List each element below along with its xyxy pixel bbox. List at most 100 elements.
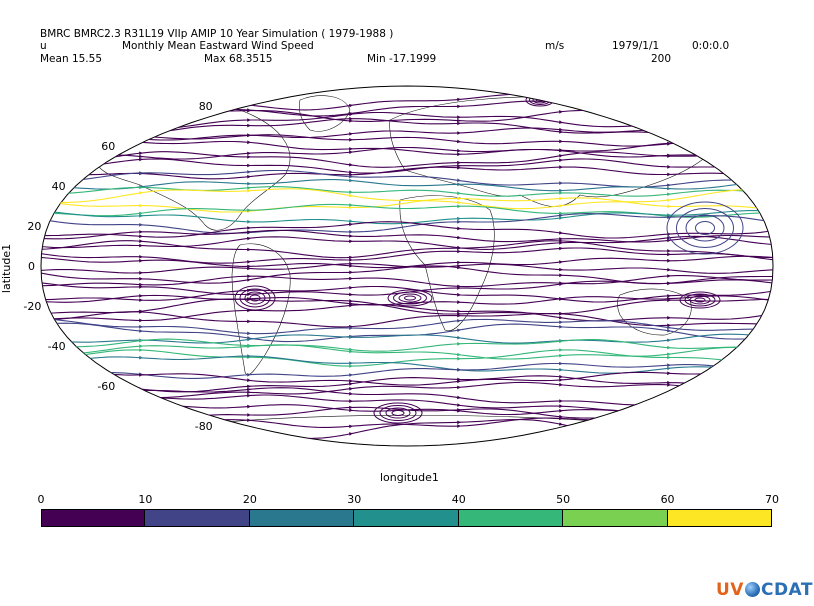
streamline [41,166,773,180]
streamline-arrow [559,320,563,325]
streamline-arrow [247,230,251,234]
streamline-arrow [667,401,671,406]
streamline [41,275,773,288]
colorbar-segment [354,509,459,527]
streamline-arrow [139,151,143,156]
streamline [41,158,773,174]
streamline-arrow [349,150,353,155]
streamline-arrow [559,367,563,372]
streamline-arrow [457,200,461,205]
streamline-arrow [457,367,461,372]
eddy-loop [398,293,422,303]
streamline-arrow [457,182,461,187]
streamline-arrow [349,178,353,183]
latitude-ticks: 80 60 40 20 0 -20 -40 -60 -80 [23,100,212,433]
streamline-arrow [247,140,251,145]
variable-name: u [40,40,47,52]
eddy-loop [695,221,715,235]
streamline-arrow [457,309,461,314]
colorbar-segment [249,509,355,527]
streamline-arrow [139,329,143,333]
streamline-arrow [139,258,143,263]
streamline-arrow [247,274,251,279]
streamline-arrow [559,139,563,144]
streamline-arrow [457,385,461,390]
streamline-arrow [139,137,143,141]
streamline-arrow [457,260,461,265]
streamline-arrow [667,363,671,368]
streamline-arrow [667,236,671,240]
streamline-arrow [247,155,251,159]
streamline-arrow [667,123,671,128]
streamline-arrow [139,403,143,408]
units-label: m/s [545,40,565,52]
streamline-arrow [667,281,671,286]
streamline [41,368,773,386]
streamline-arrow [559,110,563,114]
lat-tick-label: -20 [23,300,41,313]
streamline-arrow [247,297,251,302]
streamline-arrow [247,378,251,382]
streamlines [41,93,773,439]
streamline-arrow [247,404,251,409]
streamline-arrow [139,310,143,314]
streamline-arrow [559,216,563,220]
streamline-arrow [559,399,563,403]
eddy-loop [676,208,734,248]
streamline-arrow [349,234,353,238]
streamline [41,213,773,234]
streamline-arrow [667,165,671,169]
streamline-arrow [667,141,671,146]
streamline-arrow [559,382,563,387]
streamline-arrow [457,220,461,224]
streamline-arrow [667,383,671,387]
streamline-arrow [559,348,563,352]
streamline-arrow [457,204,461,209]
level-label: 200 [651,53,672,65]
colorbar-tick-label: 60 [660,493,675,506]
streamline-arrow [667,127,671,132]
streamline-arrow [667,406,671,411]
streamline-arrow [349,276,353,281]
streamline-arrow [349,382,353,386]
streamline-arrow [247,208,251,212]
streamline-arrow [559,416,563,421]
streamline-arrow [457,319,461,323]
streamline [41,294,773,306]
streamline-arrow [457,191,461,195]
mean-label: Mean 15.55 [40,53,103,65]
streamline-arrow [139,420,143,424]
streamline-arrow [559,181,563,185]
streamline-arrow [559,315,563,320]
streamline-arrow [349,424,353,429]
streamline-arrow [139,298,143,302]
streamline-arrow [247,384,251,389]
streamline-arrow [349,258,353,262]
streamline-arrow [559,339,563,344]
streamline-arrow [349,147,353,151]
streamline-arrow [139,344,143,349]
streamline-arrow [667,294,671,298]
streamline-arrow [139,271,143,275]
streamline-arrow [457,377,461,382]
streamline-arrow [247,151,251,156]
streamline-arrow [457,152,461,157]
streamline-arrow [139,211,143,216]
lat-tick-label: 20 [27,220,41,233]
streamline [41,210,773,225]
eddy-loop [404,295,416,301]
eddy-loop [393,291,427,305]
streamline-arrow [457,356,461,361]
streamline-arrow [247,236,251,241]
streamline [41,355,773,374]
streamline-arrow [559,374,563,379]
streamline-arrow [247,189,251,193]
streamline-arrow [457,97,461,102]
streamline [41,344,773,360]
streamline-arrow [139,416,143,420]
streamline [41,179,773,192]
eddy-loop [666,201,744,255]
streamline-arrow [348,432,353,436]
streamline-arrow [559,404,563,408]
streamline-arrow [139,243,143,248]
